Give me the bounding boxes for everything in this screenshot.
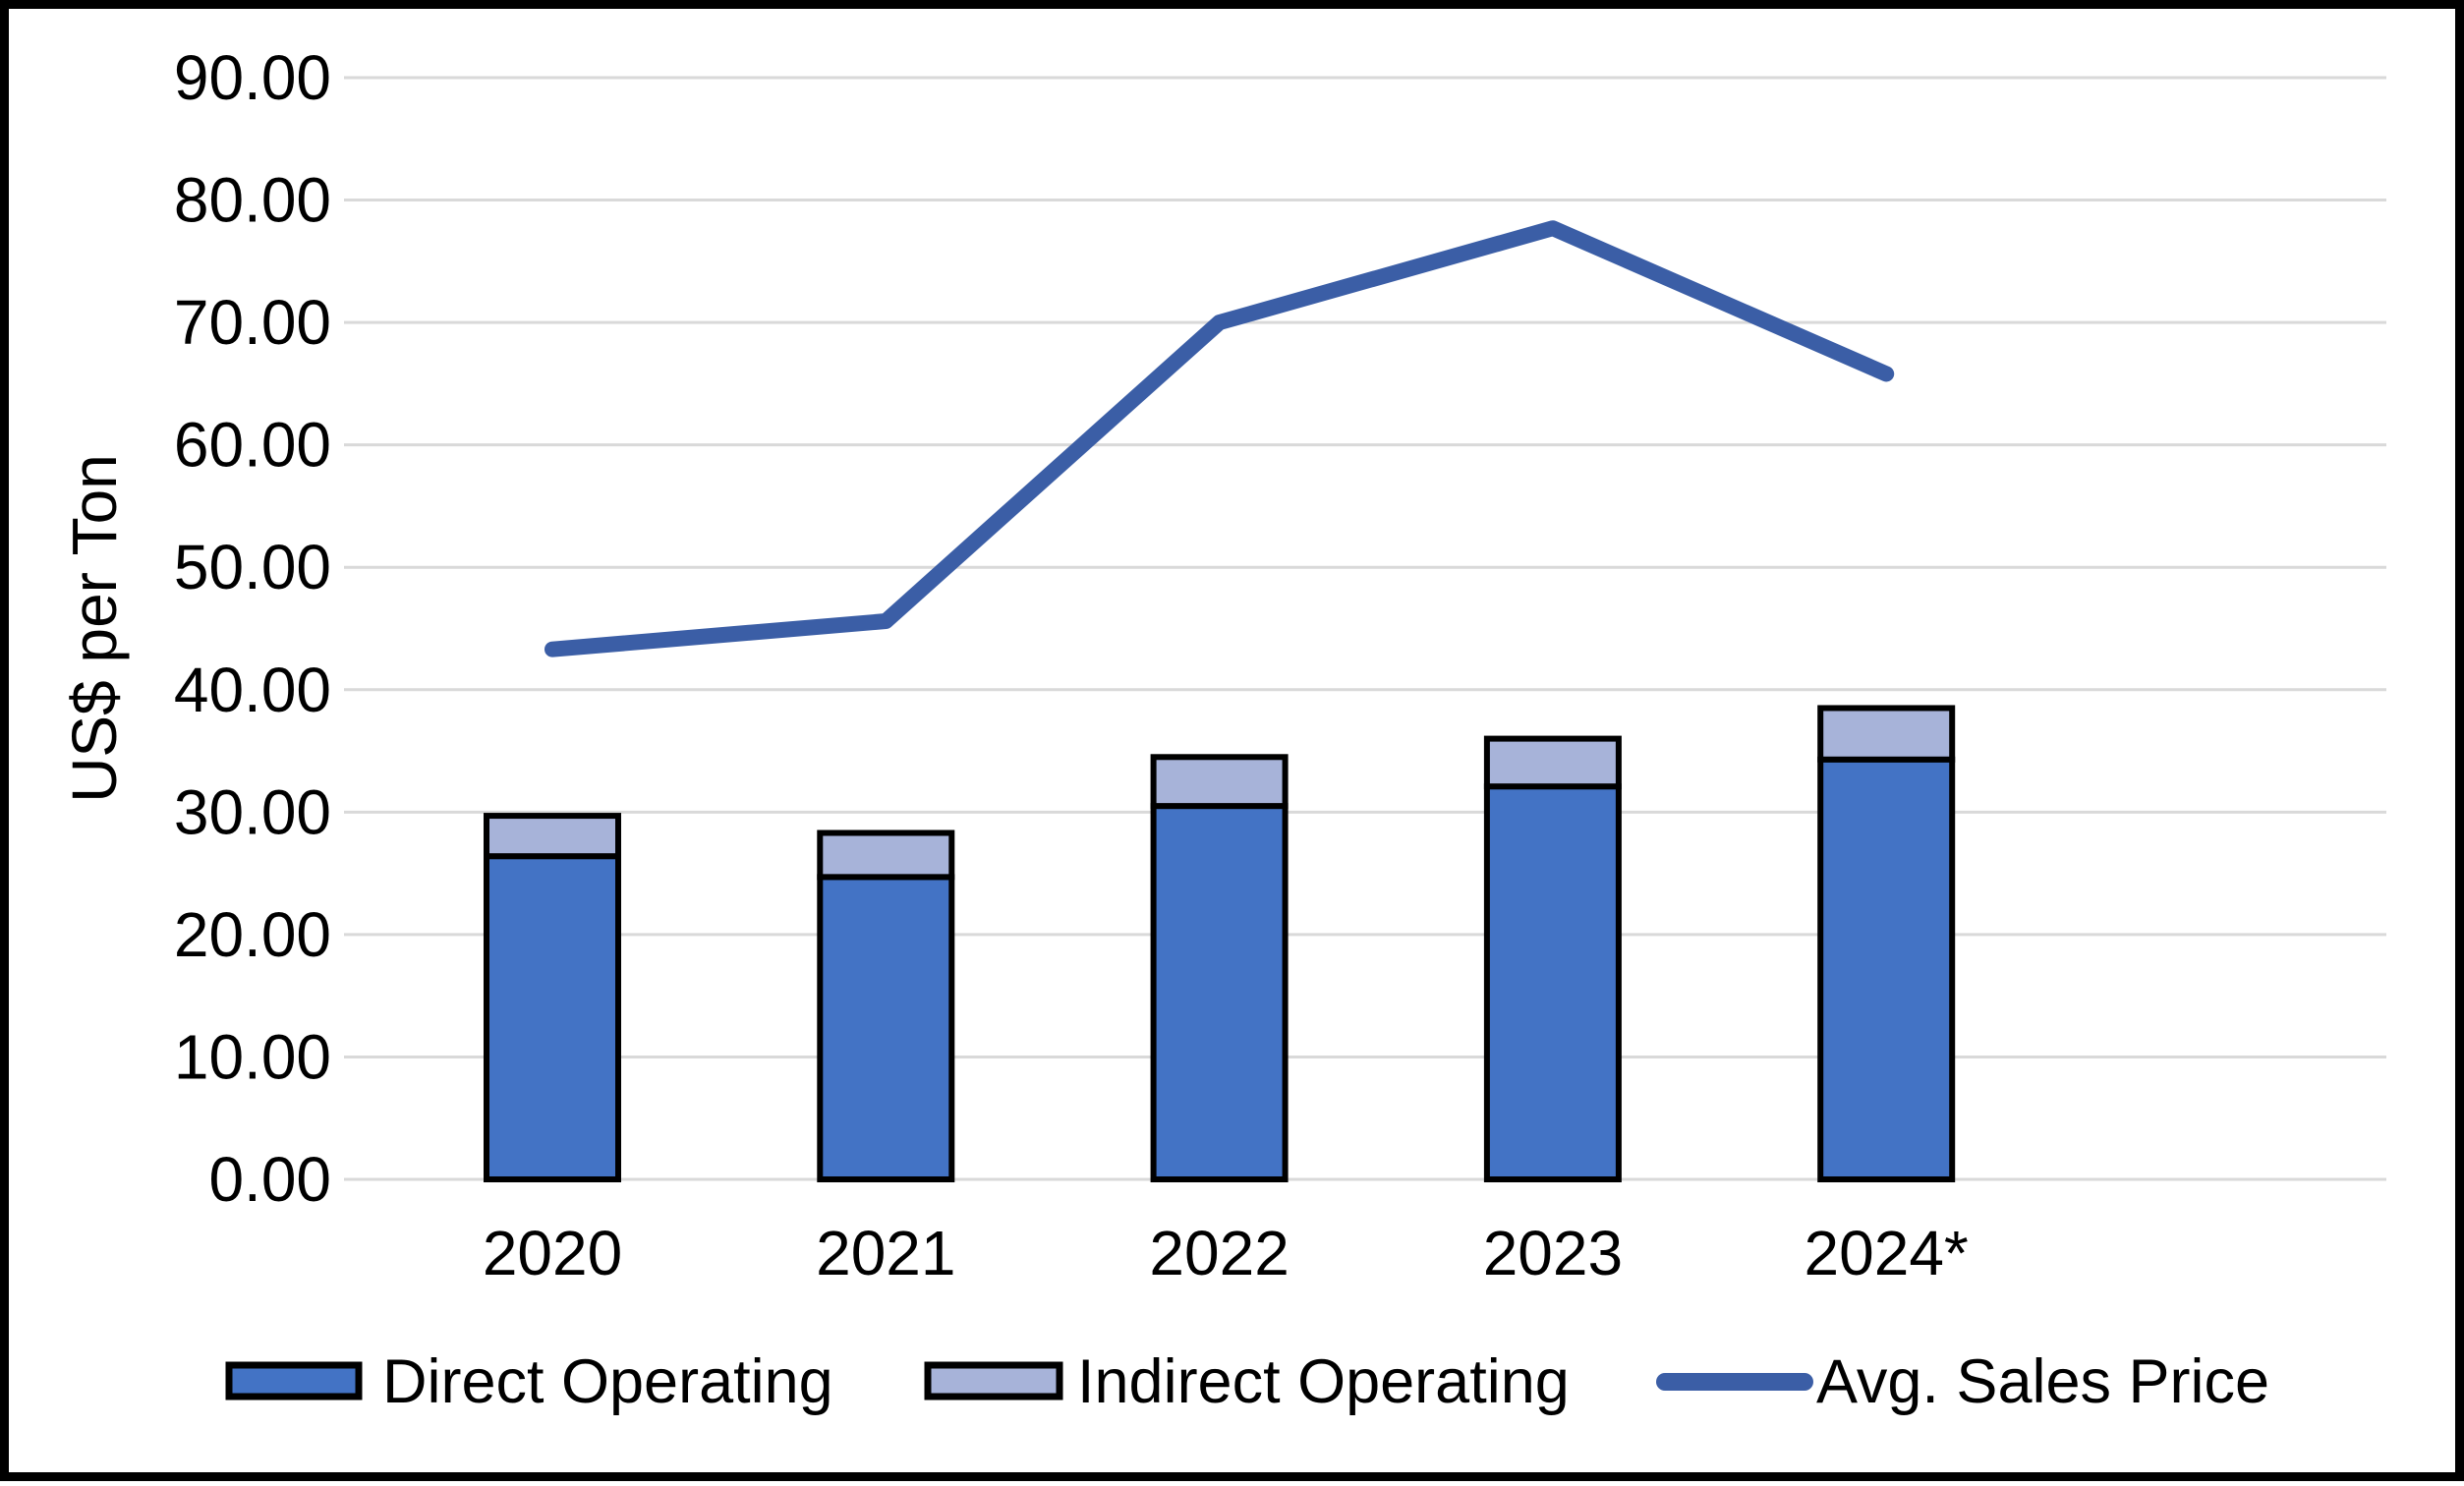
bar-segment-direct-operating bbox=[1150, 803, 1289, 1182]
y-tick-label: 60.00 bbox=[174, 410, 331, 481]
bar-segment-direct-operating bbox=[1817, 756, 1956, 1182]
legend-label: Direct Operating bbox=[382, 1347, 833, 1416]
x-axis-label: 2024* bbox=[1805, 1218, 1969, 1288]
bar-segment-indirect-operating bbox=[1483, 735, 1622, 790]
x-axis-label: 2020 bbox=[483, 1218, 622, 1288]
bar-segment-direct-operating bbox=[484, 853, 621, 1182]
bar-segment-indirect-operating bbox=[1817, 705, 1956, 763]
y-tick-label: 0.00 bbox=[208, 1144, 331, 1215]
x-axis-label: 2023 bbox=[1483, 1218, 1623, 1288]
bar-segment-indirect-operating bbox=[484, 813, 621, 860]
bar-segment-direct-operating bbox=[1483, 783, 1622, 1183]
y-axis-title: US$ per Ton bbox=[59, 454, 130, 803]
bar-segment-indirect-operating bbox=[817, 829, 955, 881]
y-tick-label: 40.00 bbox=[174, 655, 331, 725]
legend-label: Avg. Sales Price bbox=[1816, 1347, 2269, 1416]
avg-sales-price-line bbox=[544, 220, 1895, 657]
legend-swatch-direct-operating bbox=[225, 1361, 363, 1400]
legend-label: Indirect Operating bbox=[1077, 1347, 1570, 1416]
x-axis-label: 2021 bbox=[816, 1218, 955, 1288]
y-tick-label: 90.00 bbox=[174, 42, 331, 113]
x-axis-label: 2022 bbox=[1149, 1218, 1289, 1288]
y-tick-label: 70.00 bbox=[174, 287, 331, 358]
legend-swatch-indirect-operating bbox=[924, 1361, 1063, 1400]
y-tick-label: 50.00 bbox=[174, 532, 331, 602]
bar-segment-indirect-operating bbox=[1150, 754, 1289, 810]
y-tick-label: 20.00 bbox=[174, 899, 331, 970]
y-tick-label: 30.00 bbox=[174, 776, 331, 847]
bar-segment-direct-operating bbox=[817, 874, 955, 1182]
y-tick-label: 10.00 bbox=[174, 1021, 331, 1092]
y-tick-label: 80.00 bbox=[174, 165, 331, 236]
